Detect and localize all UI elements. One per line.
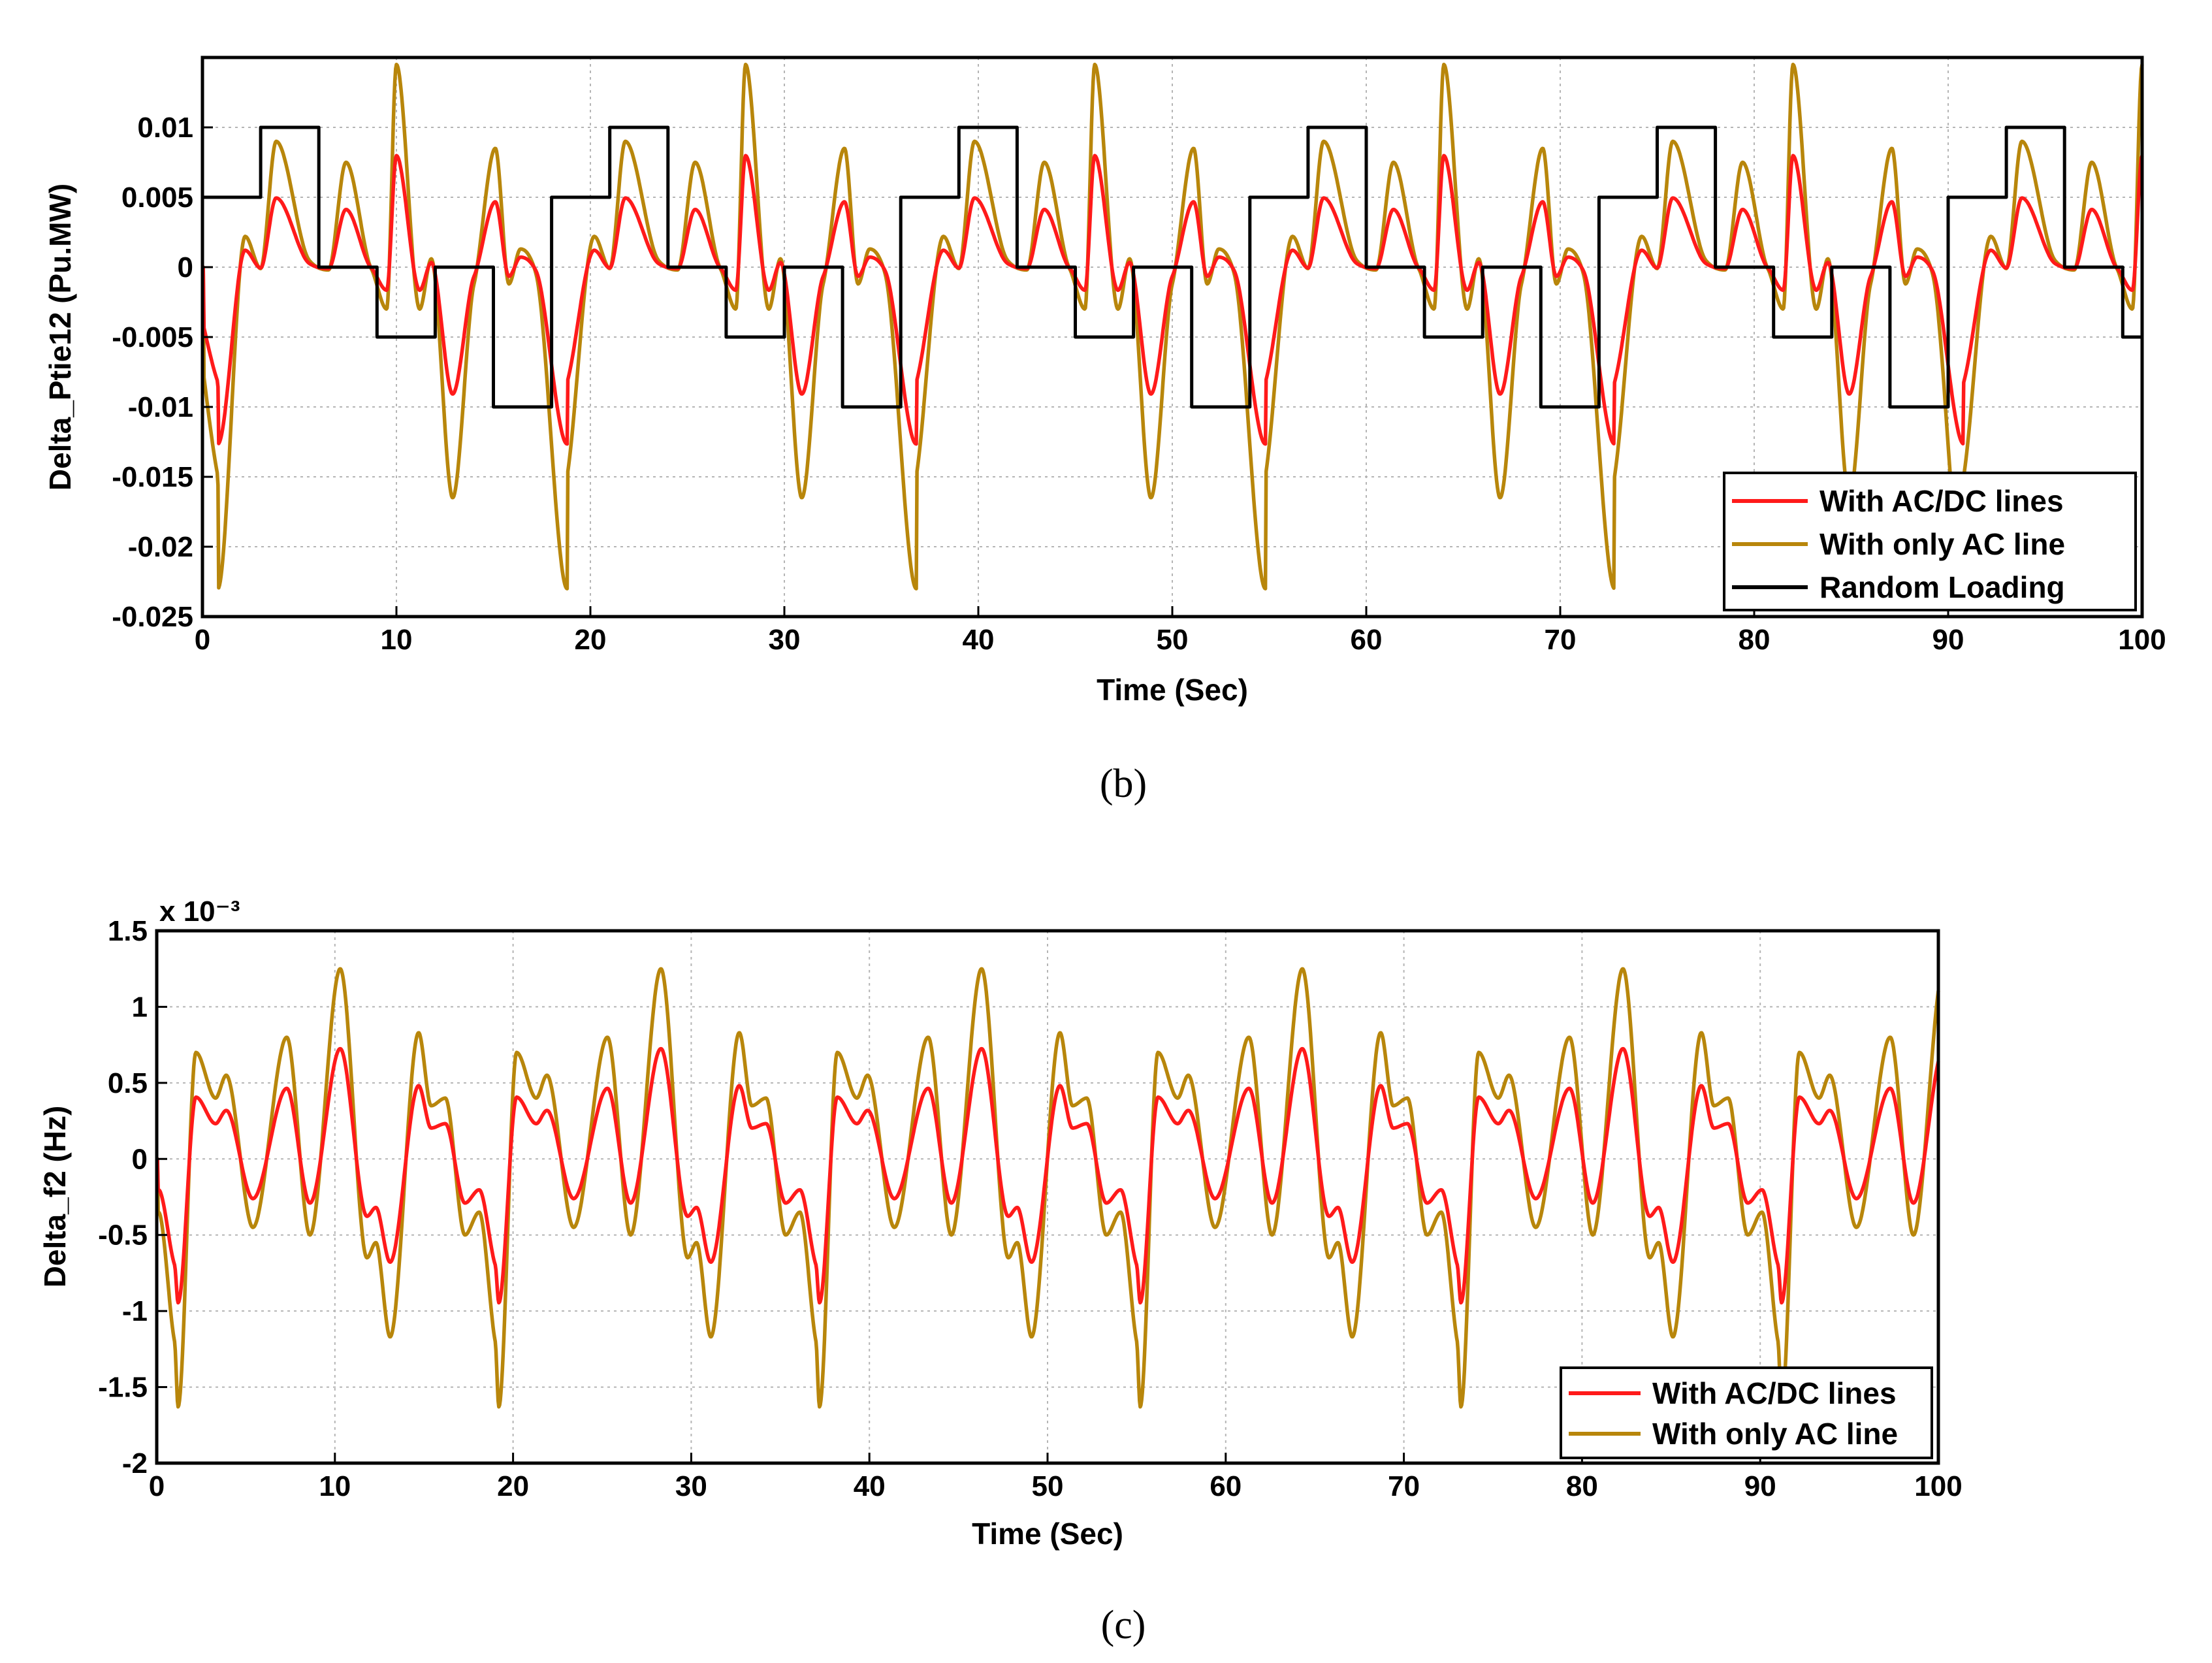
y-axis: -0.025 -0.02 -0.015 -0.01 -0.005 0 0.005 0.01 <box>112 112 213 633</box>
y-tick-label: 0.01 <box>137 112 193 144</box>
y-tick-label: 0.5 <box>108 1067 148 1099</box>
panel-caption: (b) <box>1100 762 1147 806</box>
y-tick-label: 0 <box>132 1143 148 1175</box>
y-tick-label: 0 <box>178 251 193 283</box>
x-tick-label: 90 <box>1744 1470 1776 1502</box>
x-tick-label: 80 <box>1739 624 1771 656</box>
legend: With AC/DC lines With only AC line <box>1560 1366 1933 1459</box>
series-line-2 <box>202 125 2142 409</box>
x-tick-label: 0 <box>195 624 210 656</box>
x-tick-label: 100 <box>1914 1470 1962 1502</box>
series-layer <box>155 967 1940 1409</box>
legend-box <box>1560 1366 1933 1459</box>
series-line-0 <box>201 153 2144 446</box>
series-line-1 <box>201 62 2144 590</box>
legend-label-acdc: With AC/DC lines <box>1819 484 2064 518</box>
x-tick-label: 80 <box>1566 1470 1598 1502</box>
panel-caption: (c) <box>1101 1603 1146 1647</box>
x-tick-label: 30 <box>675 1470 707 1502</box>
y-tick-label: -0.5 <box>98 1219 148 1251</box>
y-tick-label: 1 <box>132 991 148 1023</box>
y-tick-label: -1.5 <box>98 1372 148 1404</box>
x-tick-label: 60 <box>1210 1470 1242 1502</box>
x-axis-label: Time (Sec) <box>972 1517 1123 1551</box>
series-line-0 <box>155 1046 1940 1305</box>
y-axis-label: Delta_f2 (Hz) <box>38 1106 72 1288</box>
x-axis: 0 10 20 30 40 50 60 70 80 90 100 <box>195 606 2166 656</box>
x-tick-label: 60 <box>1351 624 1383 656</box>
x-tick-label: 30 <box>769 624 801 656</box>
legend-label-ac: With only AC line <box>1652 1417 1898 1451</box>
y-tick-label: -0.01 <box>128 391 193 423</box>
y-axis-exponent: x 10⁻³ <box>159 896 240 928</box>
x-tick-label: 20 <box>575 624 607 656</box>
y-tick-label: -1 <box>122 1295 148 1327</box>
y-tick-label: -0.015 <box>112 461 193 493</box>
x-tick-label: 0 <box>149 1470 165 1502</box>
series-layer <box>201 62 2144 590</box>
panel-b: 0 10 20 30 40 50 60 70 80 90 100 -0.025 -0.02 -0.015… <box>43 56 2166 806</box>
x-tick-label: 90 <box>1932 624 1964 656</box>
x-tick-label: 10 <box>381 624 413 656</box>
x-tick-label: 10 <box>319 1470 351 1502</box>
y-tick-label: -0.005 <box>112 321 193 353</box>
panel-c: 0 10 20 30 40 50 60 70 80 90 100 -2 -1.5 -1 -0.5 0 0.5 1… <box>38 896 1963 1647</box>
legend-label-acdc: With AC/DC lines <box>1652 1376 1897 1410</box>
x-axis-label: Time (Sec) <box>1097 673 1248 707</box>
x-tick-label: 20 <box>497 1470 529 1502</box>
y-tick-label: 0.005 <box>121 182 193 214</box>
legend: With AC/DC lines With only AC line Rando… <box>1723 472 2137 611</box>
x-tick-label: 70 <box>1545 624 1577 656</box>
legend-label-load: Random Loading <box>1819 570 2065 604</box>
y-tick-label: -0.02 <box>128 531 193 563</box>
y-tick-label: 1.5 <box>108 915 148 947</box>
x-tick-label: 40 <box>854 1470 886 1502</box>
x-tick-label: 50 <box>1032 1470 1064 1502</box>
x-tick-label: 100 <box>2118 624 2166 656</box>
y-tick-label: -0.025 <box>112 601 193 633</box>
legend-label-ac: With only AC line <box>1819 527 2065 561</box>
x-tick-label: 40 <box>963 624 995 656</box>
y-axis: -2 -1.5 -1 -0.5 0 0.5 1 1.5 <box>98 915 167 1479</box>
y-axis-label: Delta_Ptie12 (Pu.MW) <box>43 184 77 491</box>
x-tick-label: 50 <box>1157 624 1189 656</box>
y-tick-label: -2 <box>122 1447 148 1479</box>
x-tick-label: 70 <box>1388 1470 1420 1502</box>
